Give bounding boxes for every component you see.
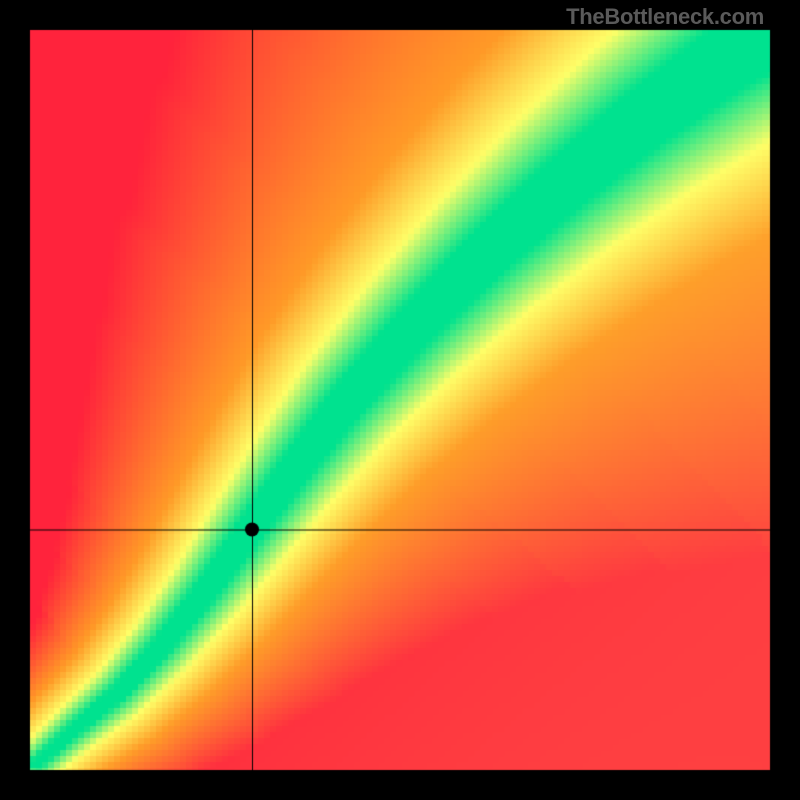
bottleneck-heatmap-canvas: [0, 0, 800, 800]
watermark-label: TheBottleneck.com: [566, 4, 764, 30]
chart-container: TheBottleneck.com: [0, 0, 800, 800]
